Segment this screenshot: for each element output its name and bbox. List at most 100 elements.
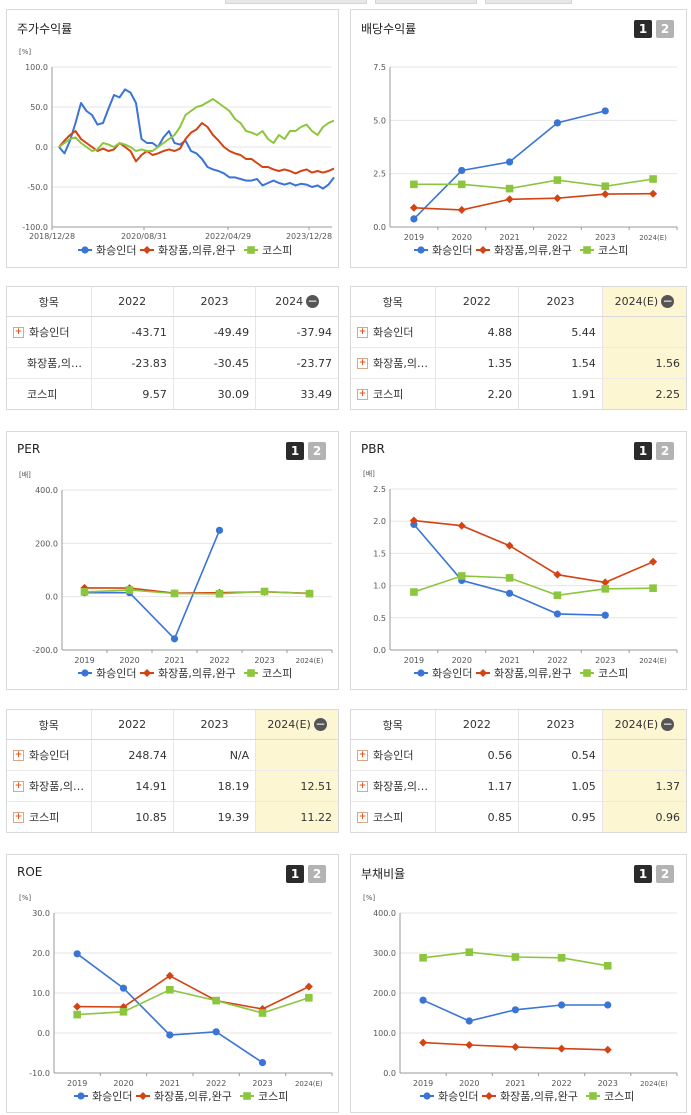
legend-item[interactable]: 코스피	[244, 244, 292, 257]
table-cell: 12.51	[255, 770, 338, 802]
plus-icon[interactable]: +	[357, 811, 368, 823]
data-point	[601, 611, 609, 619]
minus-icon[interactable]: −	[313, 717, 327, 732]
data-point	[80, 583, 89, 592]
x-tick-label: 2020	[452, 656, 472, 665]
row-label: 코스피	[27, 388, 58, 401]
plus-icon[interactable]: +	[13, 811, 24, 823]
legend-item[interactable]: 화승인더	[420, 1090, 478, 1103]
data-point	[465, 1041, 474, 1049]
legend-item[interactable]: 코스피	[240, 1090, 288, 1103]
series-line-2	[413, 178, 654, 190]
row-label: 코스피	[373, 811, 404, 824]
data-point	[119, 984, 128, 992]
legend-item[interactable]: 코스피	[580, 244, 628, 257]
legend-marker	[423, 1092, 431, 1100]
row-label-cell: + 화승인더	[351, 316, 435, 348]
view-2-button[interactable]: 2	[308, 865, 326, 883]
data-table: 항목 2022 2023 2024(E) − + 화승인더 0.56 0.54 + 화장품,의… 1.…	[351, 710, 686, 832]
y-unit-label: [%]	[19, 894, 31, 902]
plus-icon[interactable]: +	[13, 326, 24, 338]
legend-marker	[247, 669, 255, 677]
plus-icon[interactable]: +	[357, 326, 368, 338]
data-point	[505, 184, 514, 193]
panel-title: PER	[17, 442, 41, 456]
y-tick-label: -200.0	[32, 646, 58, 655]
minus-icon[interactable]: −	[306, 294, 320, 309]
x-tick-label: 2021	[160, 1079, 180, 1088]
plus-icon[interactable]: +	[13, 749, 24, 761]
view-2-button[interactable]: 2	[656, 442, 674, 460]
view-1-button[interactable]: 1	[286, 865, 304, 883]
legend-item[interactable]: 코스피	[586, 1090, 634, 1103]
x-tick-label: 2024(E)	[640, 1080, 668, 1088]
row-label: 화승인더	[373, 749, 414, 762]
table-cell: 0.85	[434, 801, 519, 832]
legend-item[interactable]: 코스피	[580, 667, 628, 680]
table-row: 코스피 9.57 30.09 33.49	[7, 378, 338, 409]
column-header: 항목	[351, 287, 435, 317]
legend-item[interactable]: 화장품,의류,완구	[476, 667, 572, 680]
x-tick-label: 2019	[67, 1079, 87, 1088]
legend-item[interactable]: 화장품,의류,완구	[136, 1090, 232, 1103]
data-point	[410, 588, 418, 596]
series-line-1	[77, 974, 310, 1010]
table-row: + 코스피 0.85 0.95 0.96	[351, 801, 686, 832]
legend-item[interactable]: 화승인더	[414, 244, 472, 257]
data-point	[553, 591, 562, 600]
legend-item[interactable]: 화장품,의류,완구	[482, 1090, 578, 1103]
legend-item[interactable]: 화승인더	[78, 667, 136, 680]
row-label-cell: + 코스피	[351, 378, 435, 409]
table-cell: 1.91	[518, 378, 603, 409]
legend-item[interactable]: 화장품,의류,완구	[140, 244, 236, 257]
column-header: 2024(E) −	[255, 710, 338, 740]
y-tick-label: -100.0	[22, 223, 48, 232]
view-1-button[interactable]: 1	[634, 442, 652, 460]
legend-item[interactable]: 화장품,의류,완구	[140, 667, 236, 680]
row-label: 코스피	[373, 388, 404, 401]
legend-item[interactable]: 화장품,의류,완구	[476, 244, 572, 257]
x-tick-label: 2021	[499, 233, 519, 242]
minus-icon[interactable]: −	[661, 294, 675, 309]
view-2-button[interactable]: 2	[656, 20, 674, 38]
legend-item[interactable]: 코스피	[244, 667, 292, 680]
series-line-0	[84, 529, 221, 641]
x-tick-label: 2024(E)	[639, 234, 667, 242]
row-label: 화승인더	[373, 326, 414, 339]
plus-icon[interactable]: +	[357, 780, 368, 792]
table-cell: 10.85	[90, 801, 174, 832]
data-table: 항목 2022 2023 2024(E) − + 화승인더 4.88 5.44 + 화장품,의… 1.…	[351, 287, 686, 409]
view-2-button[interactable]: 2	[308, 442, 326, 460]
data-point	[457, 180, 466, 189]
series-line-0	[58, 88, 335, 190]
view-1-button[interactable]: 1	[634, 20, 652, 38]
data-point	[419, 954, 427, 962]
legend-label: 화장품,의류,완구	[158, 244, 236, 257]
stock-return-table: 항목 2022 2023 2024− + 화승인더 -43.71 -49.49 -37.94 화장…	[6, 286, 339, 410]
row-label-cell: + 화장품,의…	[351, 347, 435, 379]
plus-icon[interactable]: +	[13, 780, 24, 792]
table-row: + 화승인더 4.88 5.44	[351, 316, 686, 348]
data-point	[73, 1010, 81, 1019]
legend-item[interactable]: 화승인더	[414, 667, 472, 680]
panel-title: 배당수익률	[361, 22, 417, 36]
plus-icon[interactable]: +	[357, 357, 368, 369]
data-point	[419, 996, 427, 1004]
minus-icon[interactable]: −	[661, 717, 675, 732]
view-1-button[interactable]: 1	[286, 442, 304, 460]
dividend-yield-table: 항목 2022 2023 2024(E) − + 화승인더 4.88 5.44 + 화장품,의… 1.…	[350, 286, 687, 410]
view-2-button[interactable]: 2	[656, 865, 674, 883]
view-1-button[interactable]: 1	[634, 865, 652, 883]
data-point	[80, 588, 89, 596]
column-header: 항목	[7, 710, 91, 740]
panel-title: ROE	[17, 865, 43, 879]
legend-marker	[81, 669, 89, 677]
plus-icon[interactable]: +	[357, 749, 368, 761]
table-cell: 30.09	[172, 378, 256, 409]
table-cell: -23.77	[255, 347, 338, 379]
legend-item[interactable]: 화승인더	[74, 1090, 132, 1103]
plus-icon[interactable]: +	[357, 388, 368, 400]
legend-item[interactable]: 화승인더	[78, 244, 136, 257]
